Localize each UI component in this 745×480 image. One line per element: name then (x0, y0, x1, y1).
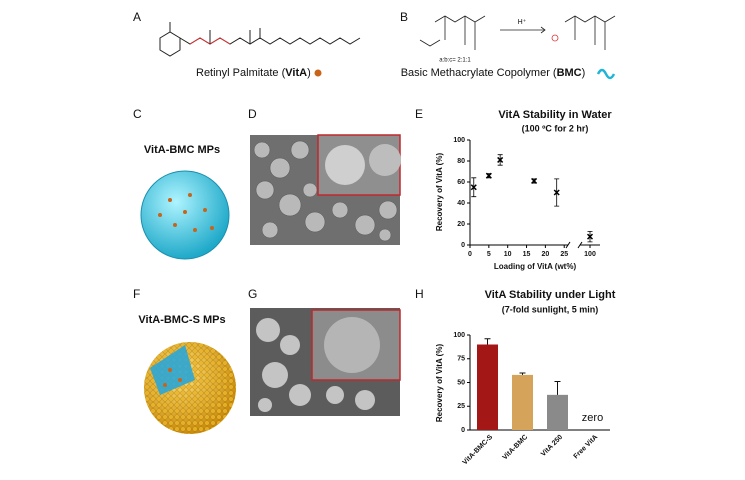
error-bar (554, 381, 561, 395)
x-tick-label: 0 (468, 251, 472, 258)
caption-text: ) (582, 67, 586, 79)
bmc-icon (596, 68, 616, 80)
caption-text: Basic Methacrylate Copolymer ( (401, 67, 557, 79)
x-tick-label: VitA-BMC-S (462, 434, 495, 467)
axis-break (565, 241, 571, 249)
molecule (159, 22, 361, 57)
y-tick-label: 20 (457, 221, 465, 228)
y-axis-label: Recovery of VitA (%) (435, 153, 444, 232)
panel-letter: F (133, 287, 140, 301)
vita-icon (314, 69, 322, 77)
error-bar (484, 338, 491, 345)
y-tick-label: 0 (461, 242, 465, 249)
data-point (497, 156, 504, 163)
caption: Basic Methacrylate Copolymer (BMC) (401, 67, 586, 79)
y-tick-label: 100 (453, 137, 465, 144)
data-point (485, 172, 492, 179)
chart-title: VitA Stability under Light (485, 289, 616, 301)
x-tick-label: 20 (541, 251, 549, 258)
y-tick-label: 80 (457, 158, 465, 165)
x-tick-label: VitA-BMC (502, 434, 530, 462)
x-axis-label: Loading of VitA (wt%) (494, 262, 577, 271)
chart: VitA Stability in Water (100 ºC for 2 hr)… (435, 109, 612, 271)
panel-letter: C (133, 107, 142, 121)
axis-break (577, 241, 583, 249)
y-tick-label: 60 (457, 179, 465, 186)
data-point (586, 233, 594, 240)
x-tick-label: 25 (560, 251, 568, 258)
caption-text: BMC (557, 67, 582, 79)
caption-text: VitA (285, 67, 307, 79)
panel-letter: A (133, 10, 141, 24)
data-point (531, 177, 538, 184)
polymer-structure (419, 15, 616, 50)
sem-image (250, 308, 401, 416)
x-tick-label: 15 (523, 251, 531, 258)
panel-letter: E (415, 107, 423, 121)
ratio: a:b:c= 2:1:1 (439, 58, 471, 64)
x-tick-label: VitA 250 (540, 434, 564, 458)
caption: VitA-BMC MPs (144, 144, 220, 156)
bar (512, 374, 533, 430)
data-point (553, 189, 560, 196)
y-axis-label: Recovery of VitA (%) (435, 344, 444, 423)
x-tick-label: 100 (584, 251, 596, 258)
chart-subtitle: (7-fold sunlight, 5 min) (502, 304, 599, 314)
bar (547, 394, 568, 430)
y-tick-label: 75 (457, 356, 465, 363)
microparticle-illustration (144, 342, 236, 434)
sem-image (250, 134, 401, 245)
caption-text: Retinyl Palmitate ( (196, 67, 286, 79)
chart-title: VitA Stability in Water (498, 109, 612, 121)
x-tick-label: 5 (487, 251, 491, 258)
y-tick-label: 40 (457, 200, 465, 207)
caption: Retinyl Palmitate (VitA) (196, 67, 311, 79)
annotation: zero (582, 412, 603, 424)
bar (477, 344, 498, 430)
data-point (470, 184, 477, 191)
microparticle-illustration (140, 170, 230, 260)
error-bar (519, 372, 526, 375)
panel-letter: D (248, 107, 257, 121)
x-tick-label: Free VitA (573, 434, 600, 461)
chart: VitA Stability under Light (7-fold sunlig… (435, 289, 616, 466)
caption-text: ) (307, 67, 311, 79)
y-tick-label: 100 (453, 332, 465, 339)
y-tick-label: 50 (457, 379, 465, 386)
panel-letter: H (415, 287, 424, 301)
y-tick-label: 25 (457, 403, 465, 410)
x-tick-label: 10 (504, 251, 512, 258)
panel-letter: G (248, 287, 257, 301)
y-tick-label: 0 (461, 427, 465, 434)
panel-letter: B (400, 10, 408, 24)
chart-subtitle: (100 ºC for 2 hr) (522, 123, 589, 133)
reagent: H⁺ (518, 19, 527, 26)
caption: VitA-BMC-S MPs (138, 314, 225, 326)
